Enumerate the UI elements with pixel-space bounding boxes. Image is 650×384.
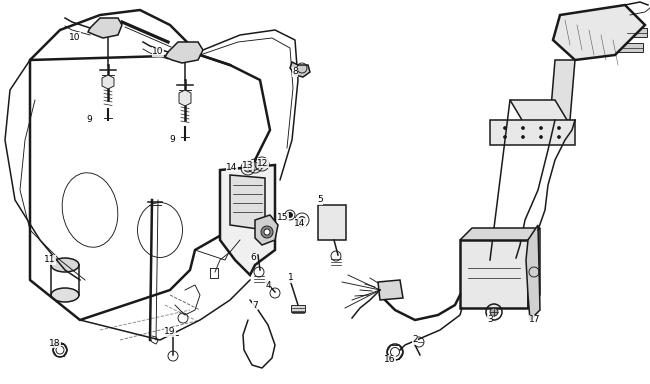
- Circle shape: [298, 217, 306, 223]
- Text: 1: 1: [288, 273, 294, 283]
- Circle shape: [521, 126, 525, 129]
- Text: 3: 3: [487, 316, 493, 324]
- Ellipse shape: [51, 288, 79, 302]
- Circle shape: [540, 136, 543, 139]
- Text: 6: 6: [250, 253, 256, 263]
- Circle shape: [558, 136, 560, 139]
- Polygon shape: [528, 228, 540, 308]
- Circle shape: [244, 164, 252, 172]
- Circle shape: [251, 162, 259, 170]
- Polygon shape: [550, 60, 575, 120]
- Polygon shape: [230, 175, 265, 230]
- Text: 14: 14: [294, 218, 305, 227]
- Text: 13: 13: [242, 161, 254, 169]
- Text: 15: 15: [278, 214, 289, 222]
- Text: 11: 11: [44, 255, 56, 265]
- Polygon shape: [526, 225, 540, 320]
- Text: 17: 17: [529, 316, 541, 324]
- Text: 9: 9: [86, 116, 92, 124]
- Circle shape: [261, 226, 273, 238]
- Circle shape: [258, 160, 266, 168]
- Circle shape: [521, 136, 525, 139]
- Text: 2: 2: [412, 336, 418, 344]
- Text: 9: 9: [169, 136, 175, 144]
- Circle shape: [558, 126, 560, 129]
- Polygon shape: [179, 90, 191, 106]
- Bar: [622, 28, 647, 37]
- Text: 10: 10: [70, 33, 81, 41]
- Circle shape: [504, 126, 506, 129]
- Polygon shape: [510, 100, 570, 125]
- Text: 7: 7: [252, 301, 258, 310]
- Polygon shape: [490, 120, 575, 145]
- Circle shape: [490, 308, 498, 316]
- Text: 12: 12: [257, 159, 268, 167]
- Bar: [460, 240, 528, 308]
- Bar: [291, 305, 305, 312]
- Polygon shape: [290, 62, 310, 77]
- Text: 8: 8: [292, 68, 298, 76]
- Ellipse shape: [51, 258, 79, 272]
- Polygon shape: [460, 228, 540, 240]
- Circle shape: [540, 126, 543, 129]
- Polygon shape: [220, 165, 275, 275]
- Text: 19: 19: [164, 328, 176, 336]
- Polygon shape: [102, 75, 114, 89]
- Text: 18: 18: [49, 339, 60, 348]
- Text: 14: 14: [226, 162, 238, 172]
- Text: 4: 4: [265, 280, 271, 290]
- Circle shape: [264, 229, 270, 235]
- Bar: [618, 43, 643, 52]
- Polygon shape: [553, 5, 645, 60]
- Text: 10: 10: [152, 48, 164, 56]
- Circle shape: [504, 136, 506, 139]
- Bar: [318, 205, 346, 240]
- Polygon shape: [378, 280, 403, 300]
- Text: 16: 16: [384, 356, 396, 364]
- Text: 5: 5: [317, 195, 323, 205]
- Polygon shape: [165, 42, 203, 63]
- Polygon shape: [255, 215, 278, 245]
- Circle shape: [287, 212, 292, 217]
- Polygon shape: [88, 18, 122, 38]
